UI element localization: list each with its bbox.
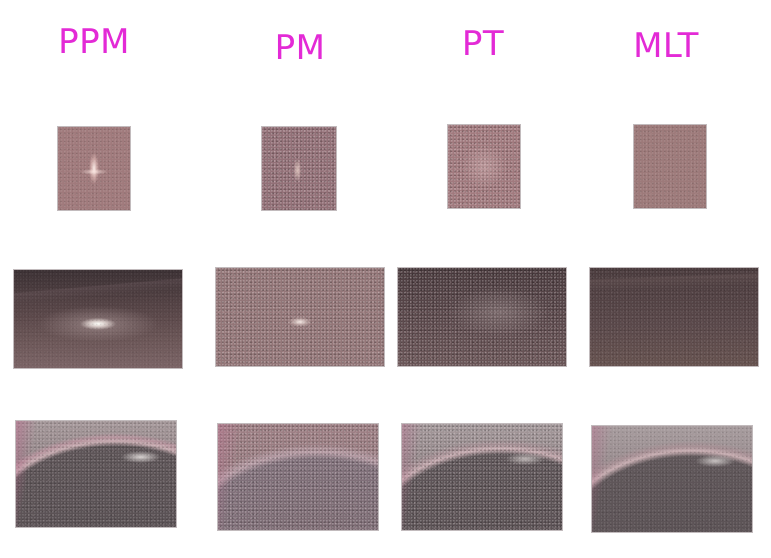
column-label-pt: PT <box>461 24 505 64</box>
render-pm-wide-crop <box>216 268 384 366</box>
render-ppm-wide-crop <box>14 270 182 368</box>
render-mlt-small-crop <box>634 125 706 208</box>
render-ppm-dome-crop <box>16 421 176 527</box>
render-mlt-wide-crop <box>590 268 758 366</box>
render-pm-dome-crop <box>218 424 378 530</box>
render-pt-wide-crop <box>398 268 566 366</box>
render-ppm-small-crop <box>58 127 130 210</box>
column-label-ppm: PPM <box>58 22 130 62</box>
render-pt-dome-crop <box>402 424 562 530</box>
column-label-mlt: MLT <box>633 26 699 66</box>
render-pt-small-crop <box>448 125 520 208</box>
render-mlt-dome-crop <box>592 426 752 532</box>
render-pm-small-crop <box>262 127 336 210</box>
column-label-pm: PM <box>274 28 326 68</box>
